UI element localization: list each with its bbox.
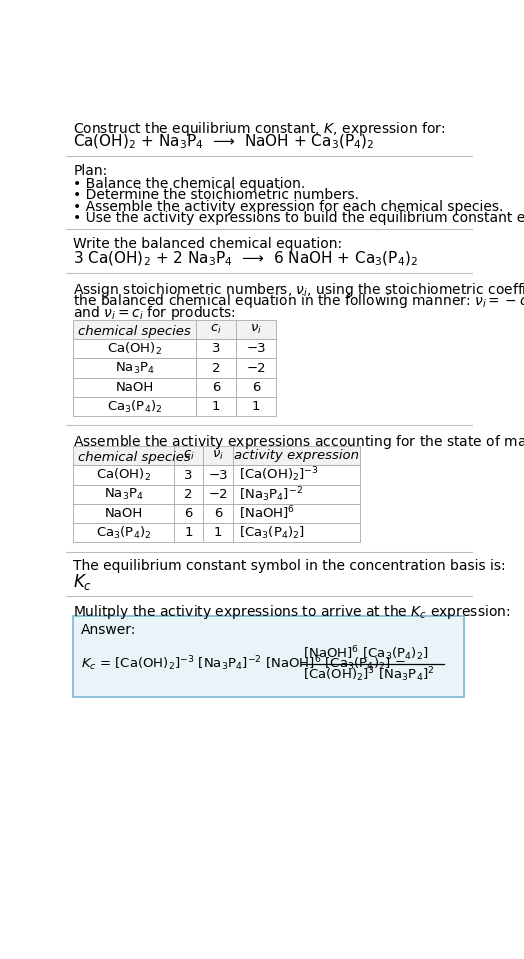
- Bar: [195, 320, 236, 339]
- Text: 6: 6: [184, 507, 193, 520]
- Text: Ca$_3$(P$_4$)$_2$: Ca$_3$(P$_4$)$_2$: [96, 525, 151, 541]
- Bar: [203, 524, 233, 543]
- Text: 1: 1: [214, 526, 222, 539]
- Text: 1: 1: [252, 400, 260, 413]
- Bar: [236, 359, 276, 378]
- Text: Ca(OH)$_2$: Ca(OH)$_2$: [107, 340, 162, 357]
- Text: $K_c$: $K_c$: [73, 573, 92, 593]
- Text: [Ca(OH)$_2$]$^3$ [Na$_3$P$_4$]$^2$: [Ca(OH)$_2$]$^3$ [Na$_3$P$_4$]$^2$: [303, 666, 434, 684]
- Text: Assemble the activity expressions accounting for the state of matter and $\nu_i$: Assemble the activity expressions accoun…: [73, 433, 524, 451]
- Bar: [233, 484, 360, 503]
- Text: 6: 6: [212, 381, 220, 394]
- Bar: [174, 503, 203, 524]
- Text: $c_i$: $c_i$: [183, 449, 194, 462]
- Text: 3 Ca(OH)$_2$ + 2 Na$_3$P$_4$  ⟶  6 NaOH + Ca$_3$(P$_4$)$_2$: 3 Ca(OH)$_2$ + 2 Na$_3$P$_4$ ⟶ 6 NaOH + …: [73, 250, 419, 269]
- Bar: [174, 446, 203, 465]
- Bar: [203, 503, 233, 524]
- Text: 6: 6: [214, 507, 222, 520]
- Bar: [233, 465, 360, 484]
- Bar: [174, 465, 203, 484]
- Bar: [236, 397, 276, 416]
- Text: 6: 6: [252, 381, 260, 394]
- Bar: [73, 320, 195, 339]
- Text: The equilibrium constant symbol in the concentration basis is:: The equilibrium constant symbol in the c…: [73, 559, 506, 573]
- Text: • Determine the stoichiometric numbers.: • Determine the stoichiometric numbers.: [73, 188, 359, 202]
- Text: chemical species: chemical species: [78, 451, 191, 464]
- Bar: [195, 397, 236, 416]
- Bar: [236, 339, 276, 359]
- Bar: [73, 378, 195, 397]
- Bar: [233, 503, 360, 524]
- Text: $\nu_i$: $\nu_i$: [250, 323, 262, 336]
- Text: • Balance the chemical equation.: • Balance the chemical equation.: [73, 176, 305, 191]
- Text: [NaOH]$^6$: [NaOH]$^6$: [239, 504, 295, 523]
- Text: [NaOH]$^6$ [Ca$_3$(P$_4$)$_2$]: [NaOH]$^6$ [Ca$_3$(P$_4$)$_2$]: [303, 643, 428, 663]
- Text: $c_i$: $c_i$: [210, 323, 222, 336]
- Text: $K_c$ = [Ca(OH)$_2$]$^{-3}$ [Na$_3$P$_4$]$^{-2}$ [NaOH]$^6$ [Ca$_3$(P$_4$)$_2$] : $K_c$ = [Ca(OH)$_2$]$^{-3}$ [Na$_3$P$_4$…: [81, 655, 406, 673]
- Bar: [73, 484, 174, 503]
- Text: $\nu_i$: $\nu_i$: [212, 449, 224, 462]
- Text: Assign stoichiometric numbers, $\nu_i$, using the stoichiometric coefficients, $: Assign stoichiometric numbers, $\nu_i$, …: [73, 281, 524, 298]
- Text: and $\nu_i = c_i$ for products:: and $\nu_i = c_i$ for products:: [73, 304, 236, 321]
- Text: Ca(OH)$_2$ + Na$_3$P$_4$  ⟶  NaOH + Ca$_3$(P$_4$)$_2$: Ca(OH)$_2$ + Na$_3$P$_4$ ⟶ NaOH + Ca$_3$…: [73, 132, 375, 152]
- Bar: [73, 465, 174, 484]
- Bar: [73, 524, 174, 543]
- Bar: [73, 503, 174, 524]
- Text: [Ca$_3$(P$_4$)$_2$]: [Ca$_3$(P$_4$)$_2$]: [239, 525, 305, 541]
- Text: 3: 3: [184, 469, 193, 481]
- Bar: [233, 524, 360, 543]
- Text: Ca(OH)$_2$: Ca(OH)$_2$: [96, 467, 151, 483]
- Text: 2: 2: [212, 362, 220, 375]
- Bar: [236, 378, 276, 397]
- Text: −3: −3: [246, 342, 266, 355]
- Text: Na$_3$P$_4$: Na$_3$P$_4$: [115, 361, 155, 376]
- Text: NaOH: NaOH: [104, 507, 143, 520]
- Text: Plan:: Plan:: [73, 164, 107, 177]
- Text: Write the balanced chemical equation:: Write the balanced chemical equation:: [73, 237, 342, 250]
- Text: Ca$_3$(P$_4$)$_2$: Ca$_3$(P$_4$)$_2$: [107, 399, 162, 414]
- Text: Answer:: Answer:: [81, 622, 136, 637]
- Text: [Na$_3$P$_4$]$^{-2}$: [Na$_3$P$_4$]$^{-2}$: [239, 485, 303, 503]
- Bar: [73, 339, 195, 359]
- Bar: [73, 397, 195, 416]
- Text: −2: −2: [209, 488, 228, 501]
- Bar: [73, 359, 195, 378]
- Bar: [195, 359, 236, 378]
- Text: NaOH: NaOH: [115, 381, 154, 394]
- Text: 2: 2: [184, 488, 193, 501]
- Text: −2: −2: [246, 362, 266, 375]
- Text: • Use the activity expressions to build the equilibrium constant expression.: • Use the activity expressions to build …: [73, 211, 524, 225]
- Text: chemical species: chemical species: [78, 324, 191, 338]
- Text: 3: 3: [212, 342, 220, 355]
- Text: • Assemble the activity expression for each chemical species.: • Assemble the activity expression for e…: [73, 199, 504, 214]
- Bar: [73, 446, 174, 465]
- Bar: [236, 320, 276, 339]
- Text: 1: 1: [212, 400, 220, 413]
- Bar: [203, 446, 233, 465]
- Bar: [174, 524, 203, 543]
- Text: −3: −3: [209, 469, 228, 481]
- Bar: [195, 378, 236, 397]
- Text: Mulitply the activity expressions to arrive at the $K_c$ expression:: Mulitply the activity expressions to arr…: [73, 603, 511, 621]
- Text: 1: 1: [184, 526, 193, 539]
- Text: the balanced chemical equation in the following manner: $\nu_i = -c_i$ for react: the balanced chemical equation in the fo…: [73, 292, 524, 310]
- Text: activity expression: activity expression: [234, 450, 359, 462]
- Text: Construct the equilibrium constant, $K$, expression for:: Construct the equilibrium constant, $K$,…: [73, 120, 446, 138]
- Bar: [203, 484, 233, 503]
- Bar: [195, 339, 236, 359]
- Bar: [203, 465, 233, 484]
- Bar: [73, 617, 464, 697]
- Bar: [174, 484, 203, 503]
- Text: [Ca(OH)$_2$]$^{-3}$: [Ca(OH)$_2$]$^{-3}$: [239, 466, 319, 484]
- Bar: [233, 446, 360, 465]
- Text: Na$_3$P$_4$: Na$_3$P$_4$: [104, 487, 144, 502]
